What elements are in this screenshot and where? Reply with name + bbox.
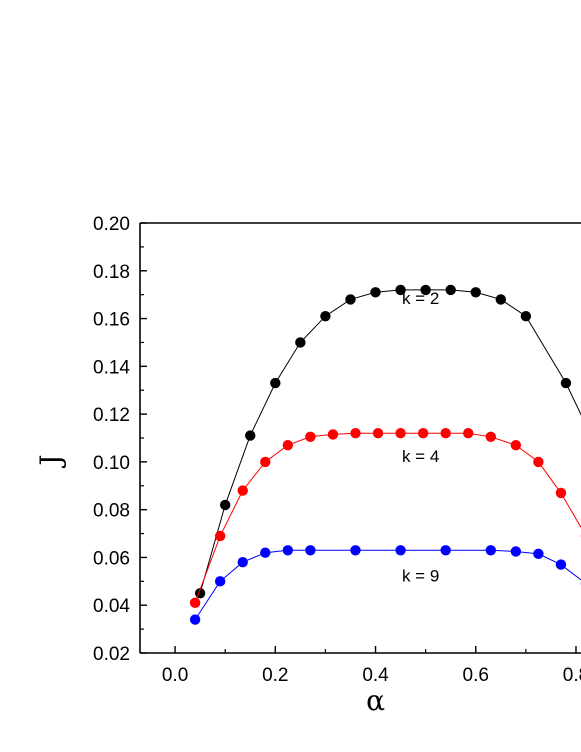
y-tick-label: 0.20: [93, 214, 130, 235]
data-point: [305, 431, 316, 443]
data-point: [395, 545, 406, 556]
data-point: [237, 485, 248, 496]
data-point: [219, 499, 231, 511]
data-point: [214, 530, 226, 542]
series-group: [189, 284, 581, 625]
data-point: [320, 310, 331, 322]
data-point: [189, 597, 201, 609]
data-point: [237, 557, 248, 568]
data-point: [189, 614, 201, 625]
data-point: [485, 431, 496, 443]
x-axis-title: α: [366, 684, 385, 717]
data-point: [495, 294, 507, 305]
data-point: [520, 310, 532, 322]
data-point: [555, 487, 567, 499]
data-point: [470, 287, 481, 298]
data-point: [395, 428, 406, 439]
data-point: [510, 546, 522, 557]
x-tick-label: 0.4: [362, 665, 389, 686]
y-tick-label: 0.08: [93, 501, 130, 522]
data-point: [370, 287, 381, 298]
data-point: [560, 377, 572, 389]
data-point: [260, 456, 271, 468]
y-tick-label: 0.06: [93, 548, 130, 569]
data-point: [260, 547, 271, 558]
x-tick-label: 0.6: [463, 665, 489, 686]
axes: 0.020.040.060.080.100.120.140.160.180.20…: [93, 214, 581, 686]
data-point: [305, 545, 316, 556]
y-tick-label: 0.04: [93, 596, 130, 617]
data-point: [533, 548, 544, 560]
data-point: [327, 429, 339, 440]
labels-group: α Jk = 2 k = 4 k = 9: [34, 289, 439, 717]
data-point: [417, 428, 429, 439]
data-point: [445, 284, 456, 296]
data-point: [350, 545, 361, 556]
data-point: [555, 559, 567, 570]
series-line: [199, 289, 581, 594]
data-point: [214, 576, 226, 587]
x-tick-label: 0.0: [162, 665, 188, 686]
series-line: [194, 432, 581, 603]
y-tick-label: 0.14: [93, 357, 130, 378]
series-2: [189, 428, 581, 609]
data-point: [270, 377, 281, 389]
y-axis-title: J: [34, 454, 67, 468]
data-point: [440, 428, 451, 439]
y-tick-label: 0.16: [93, 310, 130, 331]
data-point: [533, 456, 544, 468]
y-tick-label: 0.12: [93, 405, 130, 426]
data-point: [420, 284, 431, 296]
x-tick-label: 0.8: [563, 665, 581, 686]
data-point: [345, 294, 356, 305]
data-point: [282, 545, 294, 556]
data-point: [372, 428, 384, 439]
data-point: [245, 430, 256, 441]
series-label: k = 2: [402, 289, 439, 308]
data-point: [282, 439, 294, 451]
data-point: [485, 545, 496, 556]
data-point: [463, 428, 474, 439]
series-label: k = 9: [402, 566, 439, 585]
y-tick-label: 0.10: [93, 453, 130, 474]
data-point: [395, 284, 406, 296]
series-3: [189, 545, 581, 625]
data-point: [350, 428, 361, 439]
data-point: [510, 439, 522, 451]
series-line: [194, 549, 581, 620]
x-tick-label: 0.2: [262, 665, 288, 686]
y-tick-label: 0.18: [93, 262, 130, 283]
series-1: [194, 284, 581, 599]
y-tick-label: 0.02: [93, 644, 130, 665]
series-label: k = 4: [402, 447, 439, 466]
data-point: [295, 337, 306, 348]
data-point: [440, 545, 451, 556]
